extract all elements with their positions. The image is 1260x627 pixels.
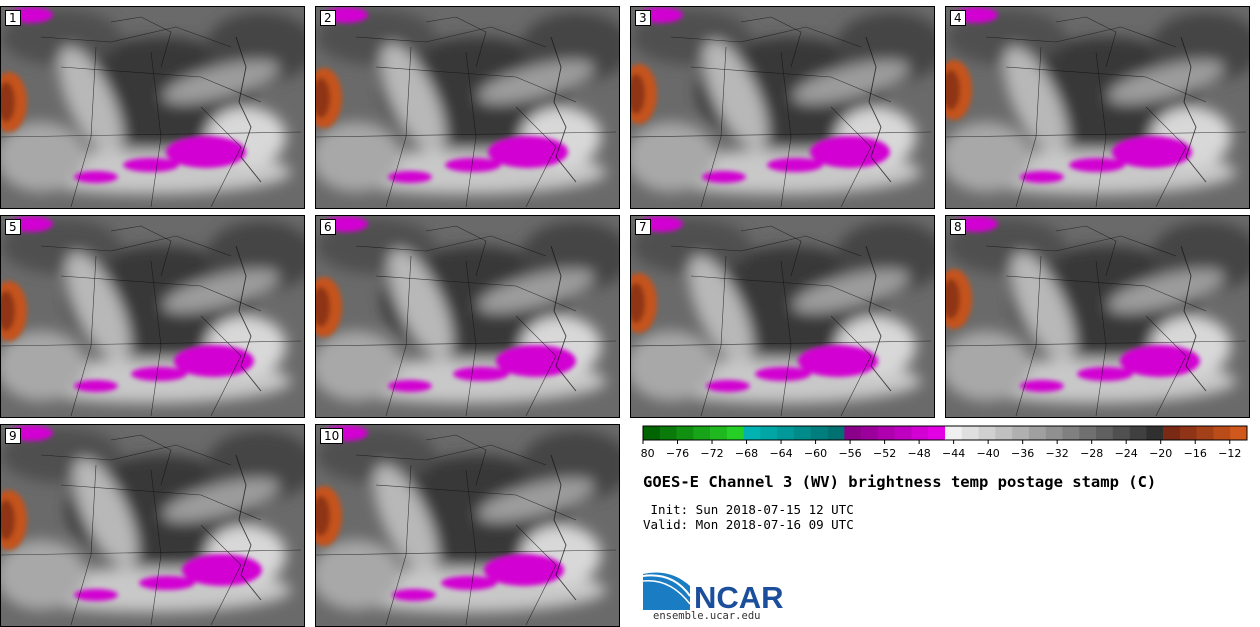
colorbar-swatch [1146, 426, 1164, 440]
colorbar-swatch [1230, 426, 1248, 440]
member-number: 1 [5, 10, 21, 26]
colorbar-swatch [760, 426, 778, 440]
colorbar-tick-label: −12 [1218, 447, 1241, 460]
member-panel-1: 1 [0, 6, 305, 209]
wv-map [316, 216, 619, 417]
colorbar-swatch [995, 426, 1013, 440]
colorbar-swatch [945, 426, 963, 440]
colorbar-tick-label: −28 [1080, 447, 1103, 460]
colorbar-tick-label: −40 [977, 447, 1000, 460]
wv-map [316, 7, 619, 208]
colorbar-swatch [1112, 426, 1130, 440]
colorbar-tick-label: −20 [1149, 447, 1172, 460]
colorbar-swatch [1028, 426, 1046, 440]
colorbar-swatch [928, 426, 946, 440]
member-number: 8 [950, 219, 966, 235]
member-number: 2 [320, 10, 336, 26]
colorbar-tick-label: −16 [1184, 447, 1207, 460]
wv-map [1, 7, 304, 208]
colorbar-swatch [777, 426, 795, 440]
colorbar-swatch [710, 426, 728, 440]
colorbar-tick-label: −56 [838, 447, 861, 460]
member-number: 6 [320, 219, 336, 235]
colorbar-swatch [659, 426, 677, 440]
colorbar-tick-label: −24 [1115, 447, 1138, 460]
colorbar-swatch [794, 426, 812, 440]
wv-map [1, 216, 304, 417]
member-number: 5 [5, 219, 21, 235]
colorbar-tick-label: −72 [700, 447, 723, 460]
colorbar-swatch [978, 426, 996, 440]
colorbar-swatch [1045, 426, 1063, 440]
colorbar-swatch [1012, 426, 1030, 440]
colorbar-swatch [1213, 426, 1231, 440]
colorbar: −80−76−72−68−64−60−56−52−48−44−40−36−32−… [640, 425, 1248, 460]
colorbar-tick-label: −48 [908, 447, 931, 460]
colorbar-swatch [1062, 426, 1080, 440]
colorbar-tick-label: −60 [804, 447, 827, 460]
colorbar-swatch [877, 426, 895, 440]
member-number: 3 [635, 10, 651, 26]
colorbar-tick-label: −76 [666, 447, 689, 460]
wv-map [1, 425, 304, 626]
colorbar-tick-label: −68 [735, 447, 758, 460]
ncar-logo: NCAR [642, 572, 784, 612]
member-panel-5: 5 [0, 215, 305, 418]
colorbar-swatch [844, 426, 862, 440]
member-panel-4: 4 [945, 6, 1250, 209]
member-number: 7 [635, 219, 651, 235]
colorbar-swatch [726, 426, 744, 440]
member-panel-8: 8 [945, 215, 1250, 418]
init-time: Init: Sun 2018-07-15 12 UTC [643, 502, 854, 517]
wv-map [316, 425, 619, 626]
colorbar-tick-label: −32 [1046, 447, 1069, 460]
member-number: 10 [320, 428, 344, 444]
wv-map [631, 216, 934, 417]
member-panel-6: 6 [315, 215, 620, 418]
member-number: 4 [950, 10, 966, 26]
member-number: 9 [5, 428, 21, 444]
colorbar-swatch [1163, 426, 1181, 440]
colorbar-tick-label: −44 [942, 447, 965, 460]
member-panel-7: 7 [630, 215, 935, 418]
colorbar-swatch [1096, 426, 1114, 440]
colorbar-swatch [693, 426, 711, 440]
colorbar-swatch [894, 426, 912, 440]
colorbar-swatch [861, 426, 879, 440]
ensemble-url: ensemble.ucar.edu [653, 610, 761, 622]
colorbar-swatch [827, 426, 845, 440]
colorbar-swatch [743, 426, 761, 440]
member-panel-3: 3 [630, 6, 935, 209]
member-panel-2: 2 [315, 6, 620, 209]
colorbar-swatch [911, 426, 929, 440]
colorbar-tick-label: −80 [640, 447, 655, 460]
wv-map [631, 7, 934, 208]
colorbar-swatch [1196, 426, 1214, 440]
colorbar-swatch [676, 426, 694, 440]
colorbar-tick-label: −36 [1011, 447, 1034, 460]
colorbar-tick-label: −52 [873, 447, 896, 460]
colorbar-swatch [1129, 426, 1147, 440]
colorbar-swatch [810, 426, 828, 440]
chart-title: GOES-E Channel 3 (WV) brightness temp po… [643, 473, 1157, 491]
wv-map [946, 216, 1249, 417]
wv-map [946, 7, 1249, 208]
colorbar-swatch [961, 426, 979, 440]
logo-text: NCAR [694, 580, 784, 612]
colorbar-swatch [643, 426, 661, 440]
colorbar-tick-label: −64 [769, 447, 792, 460]
member-panel-10: 10 [315, 424, 620, 627]
valid-time: Valid: Mon 2018-07-16 09 UTC [643, 517, 854, 532]
colorbar-swatch [1179, 426, 1197, 440]
member-panel-9: 9 [0, 424, 305, 627]
colorbar-swatch [1079, 426, 1097, 440]
